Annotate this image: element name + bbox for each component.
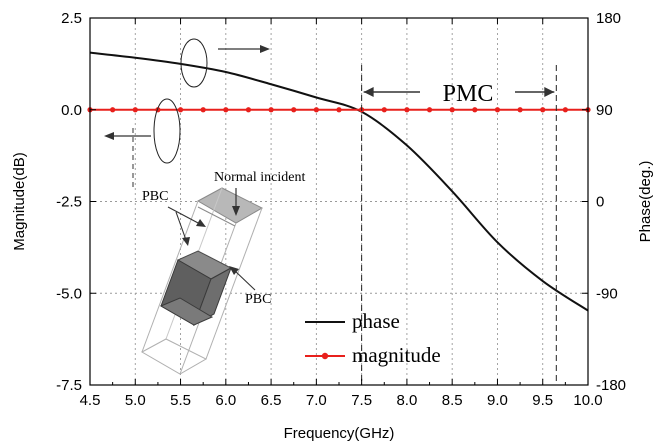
- series-magnitude-point: [200, 107, 206, 113]
- series-magnitude-point: [313, 107, 319, 113]
- pmc-label: PMC: [443, 81, 494, 107]
- magnitude-pointer-ellipse: [153, 98, 181, 164]
- y-right-axis-title: Phase(deg.): [637, 161, 654, 243]
- series-magnitude-point: [177, 107, 184, 113]
- unit-cell-inset: [140, 187, 264, 375]
- x-axis-title: Frequency(GHz): [284, 425, 395, 442]
- y-right-tick-label: 90: [596, 102, 613, 119]
- y-left-tick-label: -2.5: [56, 194, 82, 211]
- x-tick-label: 5.0: [125, 392, 146, 409]
- y-left-tick-label: 0.0: [61, 102, 82, 119]
- axes: 4.5 5.0 5.5 6.0 6.5 7.0 7.5 8.0 8.5 9.0 9.5 10.0 2.5…: [11, 10, 654, 442]
- series-magnitude-point: [110, 107, 116, 113]
- pbc-right-label: PBC: [245, 292, 271, 307]
- y-left-tick-label: -7.5: [56, 377, 82, 394]
- x-tick-label: 7.5: [351, 392, 372, 409]
- series-magnitude-point: [472, 107, 478, 113]
- y-right-tick-label: 0: [596, 194, 604, 211]
- legend: phase magnitude: [305, 309, 441, 367]
- ground-patch: [159, 297, 214, 326]
- unit-cell-inner-edge: [197, 206, 236, 227]
- y-right-tick-label: -90: [596, 285, 618, 302]
- pbc-top-label: PBC: [142, 189, 168, 204]
- phase-pointer-ellipse: [180, 38, 208, 88]
- series-magnitude-point: [132, 107, 138, 113]
- legend-phase-label: phase: [352, 309, 400, 333]
- x-tick-label: 6.0: [215, 392, 236, 409]
- unit-cell-bottom-face: [140, 338, 208, 375]
- series-phase-line: [89, 51, 589, 312]
- pbc-arrowhead: [229, 266, 239, 275]
- series-magnitude-point: [291, 107, 297, 113]
- y-left-tick-label: -5.0: [56, 285, 82, 302]
- pbc-arrow: [167, 206, 201, 225]
- y-right-tick-label: -180: [596, 377, 626, 394]
- series-magnitude-point: [426, 107, 433, 113]
- y-left-axis-title: Magnitude(dB): [11, 152, 28, 250]
- x-tick-label: 7.0: [306, 392, 327, 409]
- data-marks: [87, 51, 591, 312]
- series-magnitude-point: [381, 107, 387, 113]
- series-magnitude-point: [517, 107, 523, 113]
- pbc-arrowhead: [182, 237, 190, 246]
- pmc-right-arrowhead: [544, 87, 555, 97]
- pbc-arrowhead: [196, 219, 206, 227]
- x-tick-label: 10.0: [573, 392, 602, 409]
- pmc-left-arrowhead: [363, 87, 374, 97]
- series-magnitude-point: [449, 107, 455, 113]
- x-tick-label: 8.5: [442, 392, 463, 409]
- normal-incident-label: Normal incident: [214, 170, 305, 185]
- pbc-arrow: [175, 211, 187, 241]
- unit-cell-edge: [141, 200, 199, 353]
- x-tick-label: 9.5: [532, 392, 553, 409]
- y-right-tick-label: 180: [596, 10, 621, 27]
- legend-magnitude-label: magnitude: [352, 343, 441, 367]
- y-left-tick-label: 2.5: [61, 10, 82, 27]
- x-tick-label: 4.5: [80, 392, 101, 409]
- series-magnitude-point: [245, 107, 252, 113]
- phase-pointer-arrowhead: [260, 45, 270, 53]
- x-tick-label: 8.0: [396, 392, 417, 409]
- series-magnitude-point: [494, 107, 501, 113]
- unit-cell-edge: [205, 207, 263, 360]
- series-magnitude-point: [336, 107, 342, 113]
- magnitude-pointer-arrowhead: [104, 132, 114, 140]
- series-magnitude-point: [268, 107, 274, 113]
- series-magnitude-point: [562, 107, 568, 113]
- series-magnitude-point: [223, 107, 229, 113]
- series-magnitude-point: [540, 107, 546, 113]
- legend-magnitude-marker: [321, 352, 329, 360]
- x-tick-label: 9.0: [487, 392, 508, 409]
- series-magnitude-point: [404, 107, 410, 113]
- x-tick-label: 5.5: [170, 392, 191, 409]
- normal-incident-arrowhead: [232, 206, 240, 216]
- pbc-arrow: [233, 269, 256, 291]
- annotations: PMC Normal incident PBC PBC phase magnitude: [104, 38, 557, 383]
- x-tick-label: 6.5: [261, 392, 282, 409]
